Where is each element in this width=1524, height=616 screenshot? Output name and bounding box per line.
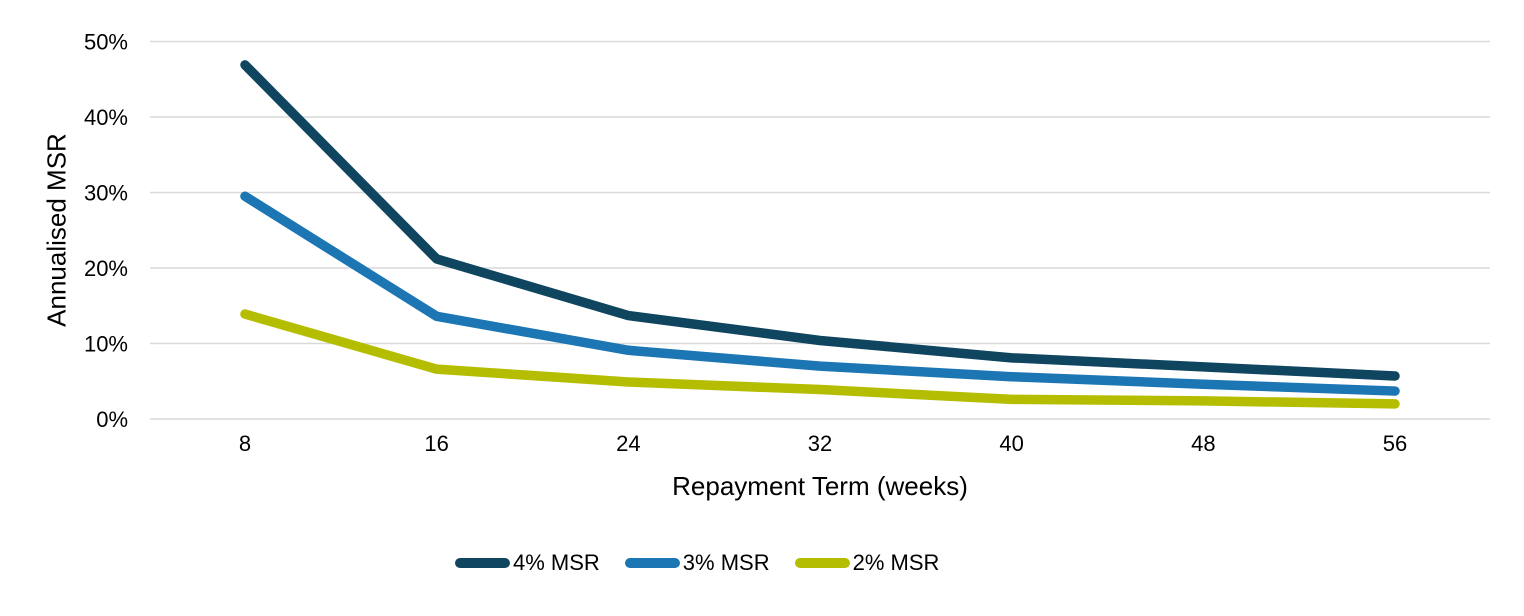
y-tick-label: 10%: [84, 332, 128, 357]
legend-label: 2% MSR: [852, 550, 940, 575]
x-tick-label: 8: [239, 431, 251, 456]
x-tick-label: 48: [1191, 431, 1215, 456]
series-line: [240, 191, 1400, 396]
x-tick-label: 56: [1383, 431, 1407, 456]
y-tick-label: 40%: [84, 105, 128, 130]
legend-item: 3% MSR: [624, 550, 770, 576]
legend-swatch: [624, 558, 680, 568]
legend-item: 4% MSR: [455, 550, 600, 576]
x-tick-label: 16: [424, 431, 448, 456]
legend-swatch: [794, 558, 850, 568]
legend-swatch: [455, 558, 510, 568]
x-tick-label: 32: [808, 431, 832, 456]
x-tick-label: 24: [616, 431, 640, 456]
y-axis-title: Annualised MSR: [41, 133, 72, 327]
series-line: [240, 309, 1400, 409]
y-tick-label: 0%: [96, 407, 128, 432]
y-tick-label: 50%: [84, 30, 128, 55]
y-tick-label: 20%: [84, 256, 128, 281]
x-axis-title: Repayment Term (weeks): [672, 471, 968, 501]
chart-legend: 4% MSR 3% MSR 2% MSR: [455, 550, 940, 576]
y-tick-label: 30%: [84, 181, 128, 206]
legend-label: 3% MSR: [682, 550, 770, 575]
legend-item: 2% MSR: [794, 550, 940, 576]
series-line: [240, 60, 1400, 381]
x-tick-label: 40: [999, 431, 1023, 456]
legend-label: 4% MSR: [513, 550, 600, 575]
